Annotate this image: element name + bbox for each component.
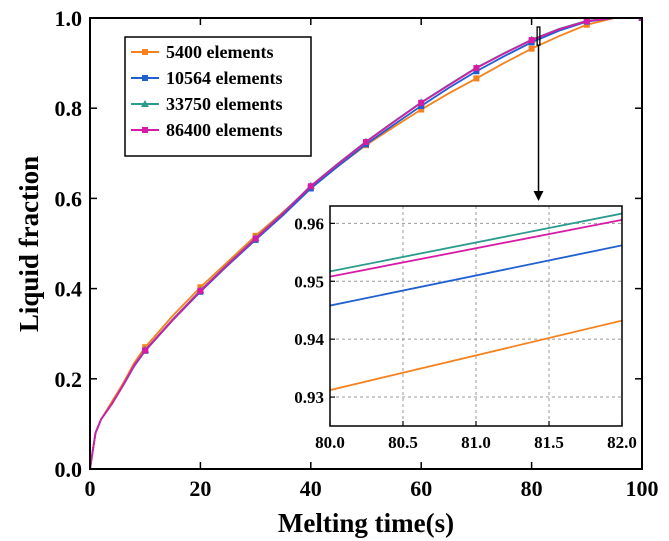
y-tick-label: 1.0 <box>55 6 83 31</box>
data-point <box>473 75 480 82</box>
plot-frame <box>89 17 643 470</box>
data-point <box>583 21 590 28</box>
legend-box <box>124 36 312 157</box>
inset-series-line <box>330 212 622 273</box>
data-point <box>418 106 425 113</box>
legend-marker <box>141 100 149 107</box>
x-tick-label: 0 <box>85 476 96 501</box>
legend-marker <box>142 127 148 133</box>
legend-label: 10564 elements <box>166 68 282 88</box>
inset-series-line <box>330 319 622 391</box>
axis-titles: Melting time(s) Liquid fraction <box>14 156 454 538</box>
data-point <box>473 65 480 72</box>
inset-series-line <box>330 219 622 278</box>
x-tick-label: 60 <box>410 476 432 501</box>
legend-marker <box>142 49 148 55</box>
x-tick-label: 20 <box>189 476 211 501</box>
legend-label: 86400 elements <box>166 120 282 140</box>
data-point <box>363 139 369 146</box>
data-point <box>639 18 642 21</box>
y-axis-title: Liquid fraction <box>14 156 44 332</box>
data-point <box>418 99 425 106</box>
y-tick-label: 0.4 <box>55 277 83 302</box>
inset-plot: 80.0 80.5 81.0 81.5 82.0 0.93 0.94 0.95 0.96 <box>294 205 637 452</box>
data-point <box>528 45 535 52</box>
inset-x-tick-label: 80.0 <box>315 433 345 452</box>
data-point <box>252 235 259 242</box>
inset-frame <box>329 205 623 427</box>
inset-y-tick-label: 0.94 <box>294 330 324 349</box>
x-axis-title: Melting time(s) <box>278 508 454 538</box>
legend-marker <box>142 75 148 81</box>
inset-x-tick-label: 81.5 <box>534 433 564 452</box>
y-tick-label: 0.8 <box>55 96 83 121</box>
legend: 5400 elements 10564 elements 33750 element… <box>124 36 312 157</box>
inset-x-tick-label: 82.0 <box>607 433 637 452</box>
inset-x-tick-label: 80.5 <box>388 433 418 452</box>
x-tick-label: 100 <box>626 476 659 501</box>
x-tick-label: 80 <box>521 476 543 501</box>
legend-label: 5400 elements <box>166 42 273 62</box>
y-tick-label: 0.6 <box>55 186 83 211</box>
data-point <box>418 102 425 109</box>
x-tick-label: 40 <box>300 476 322 501</box>
main-plot: 0 20 40 60 80 100 0.0 0.2 0.4 0.6 0.8 1.0 <box>55 6 659 501</box>
data-point <box>307 183 314 190</box>
data-point <box>142 347 149 354</box>
y-tick-label: 0.0 <box>55 457 83 482</box>
data-point <box>528 37 535 44</box>
legend-label: 33750 elements <box>166 94 282 114</box>
data-point <box>197 287 204 294</box>
inset-series-group <box>330 212 622 391</box>
inset-x-tick-label: 81.0 <box>461 433 491 452</box>
series-group <box>90 18 642 469</box>
inset-y-tick-label: 0.93 <box>294 388 324 407</box>
inset-y-tick-label: 0.95 <box>294 272 324 291</box>
data-point <box>473 68 480 75</box>
data-point <box>583 18 590 25</box>
inset-series-line <box>330 244 622 307</box>
y-tick-label: 0.2 <box>55 367 83 392</box>
inset-y-tick-label: 0.96 <box>294 214 324 233</box>
